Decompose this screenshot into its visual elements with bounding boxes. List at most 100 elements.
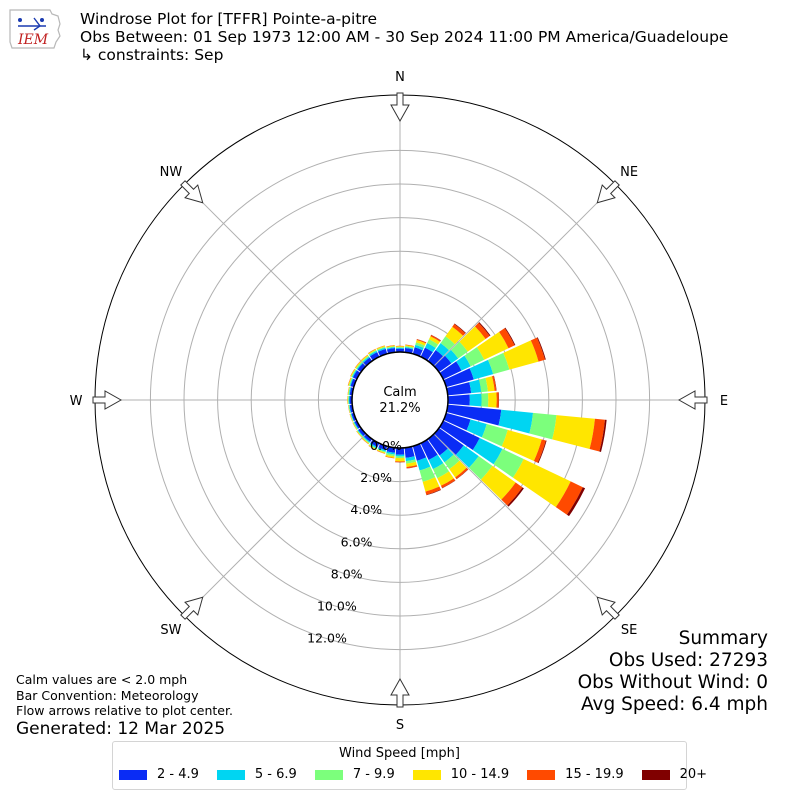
direction-label: NW <box>160 165 183 180</box>
wind-bar <box>589 418 605 452</box>
wind-bar <box>355 361 363 370</box>
wind-bar <box>367 348 376 354</box>
wind-bar <box>395 347 405 349</box>
wind-bar <box>499 328 515 349</box>
title-block: Windrose Plot for [TFFR] Pointe-a-pitre … <box>80 10 728 64</box>
wind-bar <box>347 386 350 395</box>
wind-bar <box>459 326 486 352</box>
wind-bar <box>405 345 414 348</box>
wind-bar <box>363 436 371 443</box>
wind-bar <box>416 457 431 471</box>
wind-bar <box>464 347 485 367</box>
wind-bar <box>442 480 456 489</box>
wind-bar <box>395 345 405 347</box>
wind-bar <box>349 413 353 422</box>
wind-bar <box>420 439 438 461</box>
wind-bar <box>352 422 358 430</box>
wind-bar <box>439 448 454 463</box>
wind-bar <box>440 478 456 489</box>
wind-bar <box>447 394 470 406</box>
wind-bar <box>386 345 395 348</box>
wind-bar <box>493 375 497 391</box>
summary-block: Summary Obs Used: 27293 Obs Without Wind… <box>578 628 768 716</box>
wind-bar <box>422 477 440 492</box>
arrow-shape <box>180 180 204 204</box>
arrow-shape <box>92 390 123 410</box>
wind-bar <box>529 412 557 440</box>
wind-bar <box>368 445 377 451</box>
wind-bar <box>369 352 380 361</box>
wind-bar <box>492 375 497 391</box>
wind-bar <box>416 339 427 344</box>
wind-bar <box>362 437 370 444</box>
direction-arrow <box>390 92 410 123</box>
wind-bar <box>361 355 370 362</box>
wind-bar <box>455 445 479 468</box>
wind-bar <box>405 459 417 464</box>
grid-spoke <box>183 433 367 617</box>
legend-title: Wind Speed [mph] <box>339 746 460 761</box>
wind-bar <box>386 345 395 347</box>
wind-bar <box>466 419 487 438</box>
grid-ring <box>250 250 550 550</box>
wind-bar <box>378 348 388 357</box>
summary-title: Summary <box>678 628 768 649</box>
radial-tick-label: 2.0% <box>360 470 392 485</box>
wind-bar <box>354 420 361 429</box>
wind-bar <box>351 369 357 378</box>
wind-bar <box>395 461 405 463</box>
wind-bar <box>481 424 508 447</box>
wind-bar <box>347 377 351 386</box>
wind-bar <box>404 446 415 458</box>
wind-bar <box>428 336 441 345</box>
arrow-shape <box>596 180 620 204</box>
radial-tick-label: 10.0% <box>317 599 357 614</box>
wind-bar <box>434 355 452 373</box>
wind-bar <box>348 387 352 396</box>
direction-arrow <box>180 596 204 620</box>
direction-label: N <box>395 70 405 85</box>
iem-logo: IEM <box>6 6 64 52</box>
wind-bar <box>385 456 395 459</box>
radial-tick-label: 0.0% <box>370 438 402 453</box>
legend-swatch <box>527 769 556 780</box>
calm-note: Calm values are < 2.0 mph <box>16 672 188 687</box>
wind-bar <box>355 361 362 369</box>
direction-arrow <box>596 180 620 204</box>
wind-bar <box>406 466 418 469</box>
wind-bar <box>376 449 386 454</box>
radial-tick-label: 12.0% <box>307 631 347 646</box>
wind-bar <box>445 349 459 364</box>
wind-bar <box>348 378 353 387</box>
wind-bar <box>353 422 358 430</box>
direction-arrow <box>596 596 620 620</box>
wind-bar <box>469 379 482 394</box>
legend-swatch <box>119 769 147 780</box>
wind-bar <box>369 350 378 357</box>
wind-bar <box>350 368 356 377</box>
legend-swatch <box>216 769 245 780</box>
wind-bar <box>530 337 546 362</box>
wind-bar <box>452 323 466 336</box>
wind-bar <box>469 359 494 380</box>
legend-item: 15 - 19.9 <box>527 767 624 782</box>
summary-avg-speed: Avg Speed: 6.4 mph <box>580 694 768 715</box>
wind-bar <box>376 345 386 350</box>
wind-bar <box>412 443 427 461</box>
wind-bar <box>488 392 497 408</box>
wind-bar <box>349 404 352 413</box>
wind-bar <box>405 456 416 462</box>
chart-constraints: ↳ constraints: Sep <box>80 46 224 64</box>
wind-bar <box>356 431 362 438</box>
wind-bar <box>481 393 489 407</box>
wind-bar <box>555 481 583 515</box>
wind-bar <box>351 369 357 378</box>
arrow-shape <box>596 596 620 620</box>
legend-item: 7 - 9.9 <box>314 767 395 782</box>
wind-bar <box>455 467 469 480</box>
wind-bar <box>368 349 377 355</box>
wind-bar <box>350 368 355 377</box>
wind-bar <box>439 420 480 451</box>
wind-bar <box>395 346 405 348</box>
